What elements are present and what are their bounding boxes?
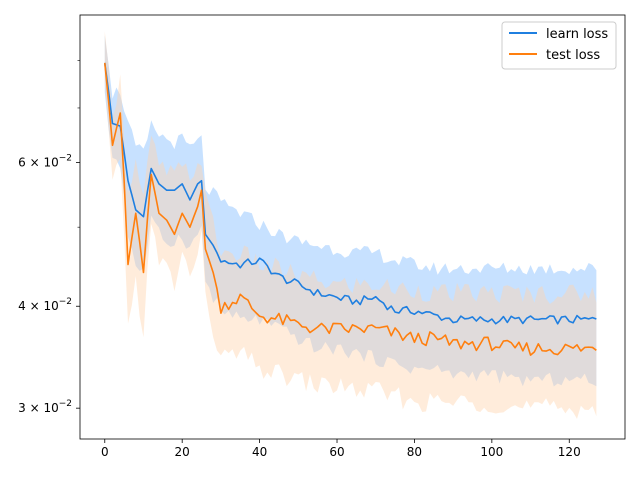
series-lines (103, 62, 597, 356)
band-learn-loss (104, 35, 597, 387)
line-test-loss (103, 62, 597, 356)
legend-label-test-loss: test loss (546, 48, 600, 63)
x-tick-label: 60 (329, 445, 344, 459)
x-tick-label: 120 (558, 445, 581, 459)
y-tick-label: 3 × 10−2 (18, 399, 72, 415)
y-tick-label: 4 × 10−2 (18, 297, 72, 313)
x-axis: 0 20 40 60 80 100 120 (101, 439, 581, 459)
legend: learn loss test loss (501, 21, 617, 70)
legend-label-learn-loss: learn loss (546, 27, 608, 42)
x-tick-label: 80 (407, 445, 422, 459)
band-test-loss (104, 31, 597, 419)
x-tick-label: 0 (101, 445, 109, 459)
x-tick-label: 100 (480, 445, 503, 459)
x-tick-label: 40 (252, 445, 267, 459)
x-tick-label: 20 (175, 445, 190, 459)
y-axis: 3 × 10−2 4 × 10−2 6 × 10−2 (18, 60, 80, 415)
confidence-bands (104, 31, 597, 419)
line-learn-loss (103, 62, 597, 325)
y-tick-label: 6 × 10−2 (18, 154, 72, 170)
